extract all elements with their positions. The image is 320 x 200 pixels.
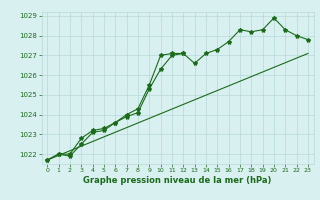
- X-axis label: Graphe pression niveau de la mer (hPa): Graphe pression niveau de la mer (hPa): [84, 176, 272, 185]
